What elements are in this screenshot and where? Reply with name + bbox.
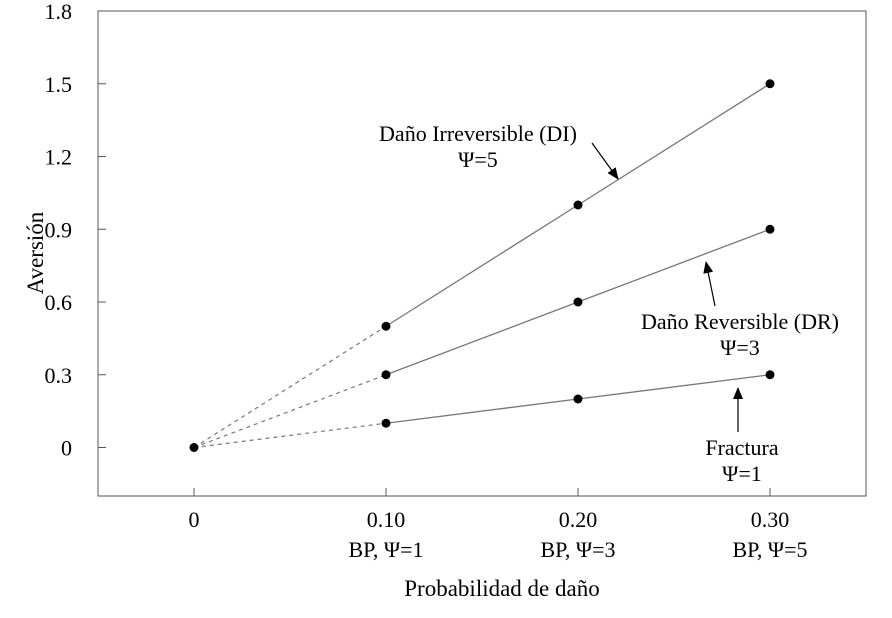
- y-axis-title: Aversión: [23, 211, 48, 294]
- x-tick-label: 0.20: [559, 507, 598, 532]
- x-axis-ticks: 0 0.10 BP, Ψ=1 0.20 BP, Ψ=3 0.30 BP, Ψ=5: [189, 488, 808, 562]
- plot-frame: [97, 10, 867, 497]
- x-tick-label: 0.30: [751, 507, 790, 532]
- y-tick-label: 1.8: [45, 0, 73, 24]
- x-axis-title: Probabilidad de daño: [404, 576, 599, 601]
- annotation-di: Daño Irreversible (DI) Ψ=5: [379, 121, 619, 180]
- y-tick-label: 0.9: [45, 217, 73, 242]
- dashed-extension: [193, 374, 387, 449]
- annotation-di-name: Daño Irreversible (DI): [379, 121, 577, 146]
- data-point: [381, 370, 391, 380]
- annotation-di-psi: Ψ=5: [458, 147, 498, 172]
- data-point: [381, 321, 391, 331]
- data-point: [573, 297, 583, 307]
- y-tick-label: 0.3: [45, 363, 73, 388]
- y-axis-ticks: 0 0.3 0.6 0.9 1.2 1.5 1.8: [45, 0, 106, 461]
- data-point: [765, 79, 775, 89]
- annotation-dr: Daño Reversible (DR) Ψ=3: [641, 261, 839, 360]
- x-tick-sublabel: BP, Ψ=3: [540, 537, 615, 562]
- data-point: [573, 394, 583, 404]
- dashed-extensions: [193, 325, 387, 449]
- y-tick-label: 0: [61, 436, 72, 461]
- x-tick-label: 0.10: [367, 507, 406, 532]
- dashed-extension: [193, 422, 387, 449]
- annotation-fractura-psi: Ψ=1: [722, 461, 762, 486]
- arrow-di: [591, 142, 619, 180]
- arrow-dr: [703, 261, 716, 307]
- annotation-dr-name: Daño Reversible (DR): [641, 309, 839, 334]
- data-point: [573, 200, 583, 210]
- y-tick-label: 1.2: [45, 145, 73, 170]
- data-point: [381, 418, 391, 428]
- data-point: [765, 224, 775, 234]
- dashed-extension: [193, 325, 387, 449]
- data-point: [765, 370, 775, 380]
- annotation-fractura: Fractura Ψ=1: [705, 387, 779, 486]
- x-tick-sublabel: BP, Ψ=5: [732, 537, 807, 562]
- origin-point: [189, 443, 199, 452]
- y-tick-label: 1.5: [45, 72, 73, 97]
- x-tick-label: 0: [189, 507, 200, 532]
- annotation-fractura-name: Fractura: [705, 435, 779, 460]
- series-points: [189, 79, 775, 452]
- annotation-dr-psi: Ψ=3: [720, 335, 760, 360]
- x-tick-sublabel: BP, Ψ=1: [348, 537, 423, 562]
- y-tick-label: 0.6: [45, 290, 73, 315]
